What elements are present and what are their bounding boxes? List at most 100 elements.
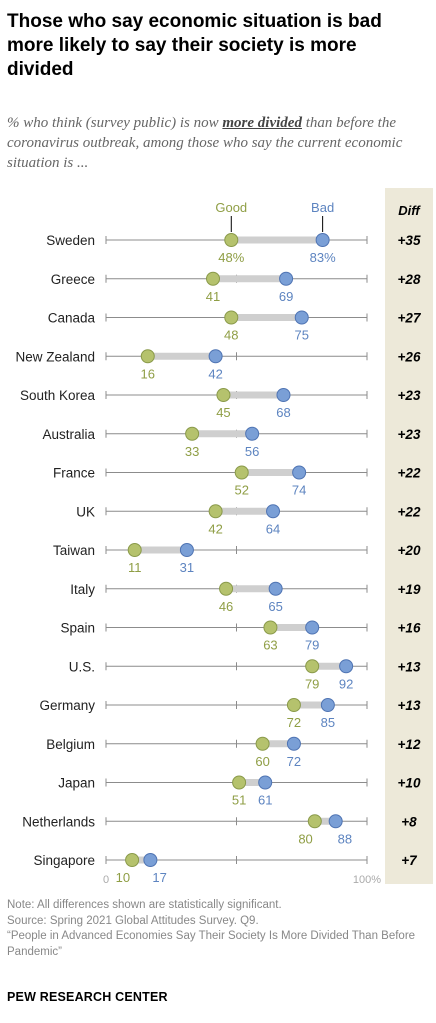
bad-value-label: 69 [279, 289, 293, 304]
country-label: Taiwan [53, 543, 95, 558]
country-label: Italy [70, 582, 95, 597]
chart-subtitle: % who think (survey public) is now more … [7, 113, 427, 173]
bad-dot [286, 736, 301, 751]
bad-dot [276, 388, 291, 402]
good-dot [286, 698, 301, 712]
good-value-label: 41 [206, 289, 220, 304]
chart-title: Those who say economic situation is bad … [7, 11, 382, 80]
country-label: Australia [42, 427, 95, 442]
diff-value: +10 [398, 776, 421, 791]
good-dot [234, 465, 249, 480]
good-dot [208, 504, 223, 519]
good-dot [185, 426, 200, 441]
diff-value: +19 [398, 582, 421, 597]
good-value-label: 51 [232, 793, 246, 808]
country-label: South Korea [20, 388, 96, 403]
good-value-label: 33 [185, 444, 199, 459]
subtitle-text-end: than before the coronavirus outbreak, am… [7, 115, 403, 171]
country-label: Germany [39, 698, 95, 713]
good-value-label: 79 [305, 676, 319, 691]
good-value-label: 11 [128, 560, 142, 575]
subtitle-emphasis: more divided [222, 115, 302, 131]
good-value-label: 52 [234, 483, 248, 498]
bad-dot [266, 504, 281, 519]
diff-value: +23 [398, 427, 421, 442]
bad-value-label: 64 [266, 521, 280, 536]
bad-dot [328, 814, 343, 829]
diff-column-bg [385, 188, 433, 884]
diff-value: +26 [398, 349, 421, 364]
country-label: Sweden [46, 233, 95, 248]
bad-dot [294, 310, 309, 325]
diff-value: +27 [398, 311, 422, 326]
bad-dot [143, 853, 158, 867]
bad-value-label: 31 [180, 560, 194, 575]
good-value-label: 45 [216, 405, 230, 420]
country-label: Japan [58, 776, 95, 791]
country-label: Belgium [46, 737, 95, 752]
country-label: UK [76, 504, 95, 519]
chart-rows: Sweden 48% 83% +35 Good Bad Greece 41 69 +28 Canad… [15, 200, 421, 885]
bad-dot [179, 543, 194, 557]
legend-good: Good [215, 200, 247, 215]
good-dot [219, 581, 234, 596]
bad-value-label: 75 [295, 328, 309, 343]
good-dot [232, 775, 247, 790]
good-value-label: 63 [263, 638, 277, 653]
diff-value: +13 [398, 659, 421, 674]
x-tick-label-max: 100% [353, 874, 381, 886]
diff-value: +8 [401, 814, 417, 829]
good-value-label: 72 [287, 715, 301, 730]
good-dot [255, 736, 270, 751]
bad-dot [279, 271, 294, 286]
diff-value: +12 [398, 737, 421, 752]
bad-value-label: 74 [292, 483, 306, 498]
diff-value: +13 [398, 698, 421, 713]
bad-value-label: 83% [310, 250, 336, 265]
bad-dot [305, 620, 320, 635]
diff-value: +28 [398, 272, 421, 287]
diff-value: +22 [398, 466, 421, 481]
source-text: Source: Spring 2021 Global Attitudes Sur… [7, 914, 259, 927]
good-value-label: 42 [208, 521, 222, 536]
brand-logo-text: PEW RESEARCH CENTER [7, 990, 168, 1004]
diff-value: +20 [398, 543, 421, 558]
notes-block: Note: All differences shown are statisti… [7, 898, 427, 960]
diff-value: +7 [401, 853, 418, 868]
good-value-label: 80 [298, 831, 312, 846]
good-dot [263, 620, 278, 635]
bad-value-label: 42 [208, 366, 222, 381]
country-label: Canada [48, 311, 96, 326]
good-value-label: 60 [255, 754, 269, 769]
bad-dot [339, 659, 354, 674]
legend-bad: Bad [311, 200, 334, 215]
country-label: New Zealand [15, 349, 95, 364]
bad-dot [320, 698, 335, 712]
good-dot [307, 814, 322, 829]
bad-value-label: 92 [339, 676, 353, 691]
bad-value-label: 88 [338, 831, 352, 846]
good-dot [216, 388, 231, 402]
good-dot [140, 349, 155, 364]
bad-dot [208, 349, 223, 364]
good-value-label: 16 [141, 366, 155, 381]
country-label: France [53, 466, 95, 481]
bad-value-label: 85 [321, 715, 335, 730]
bad-value-label: 68 [276, 405, 290, 420]
good-value-label: 48% [218, 250, 244, 265]
country-label: Spain [60, 621, 95, 636]
good-dot [127, 543, 142, 557]
country-label: Greece [51, 272, 95, 287]
diff-value: +22 [398, 504, 421, 519]
diff-value: +35 [398, 233, 421, 248]
good-dot [224, 233, 239, 247]
bad-dot [245, 426, 260, 441]
country-label: U.S. [69, 659, 95, 674]
country-label: Singapore [33, 853, 95, 868]
bad-value-label: 79 [305, 638, 319, 653]
good-value-label: 48 [224, 328, 238, 343]
bad-dot [268, 581, 283, 596]
subtitle-text-start: % who think (survey public) is now [7, 115, 223, 131]
bad-value-label: 56 [245, 444, 259, 459]
